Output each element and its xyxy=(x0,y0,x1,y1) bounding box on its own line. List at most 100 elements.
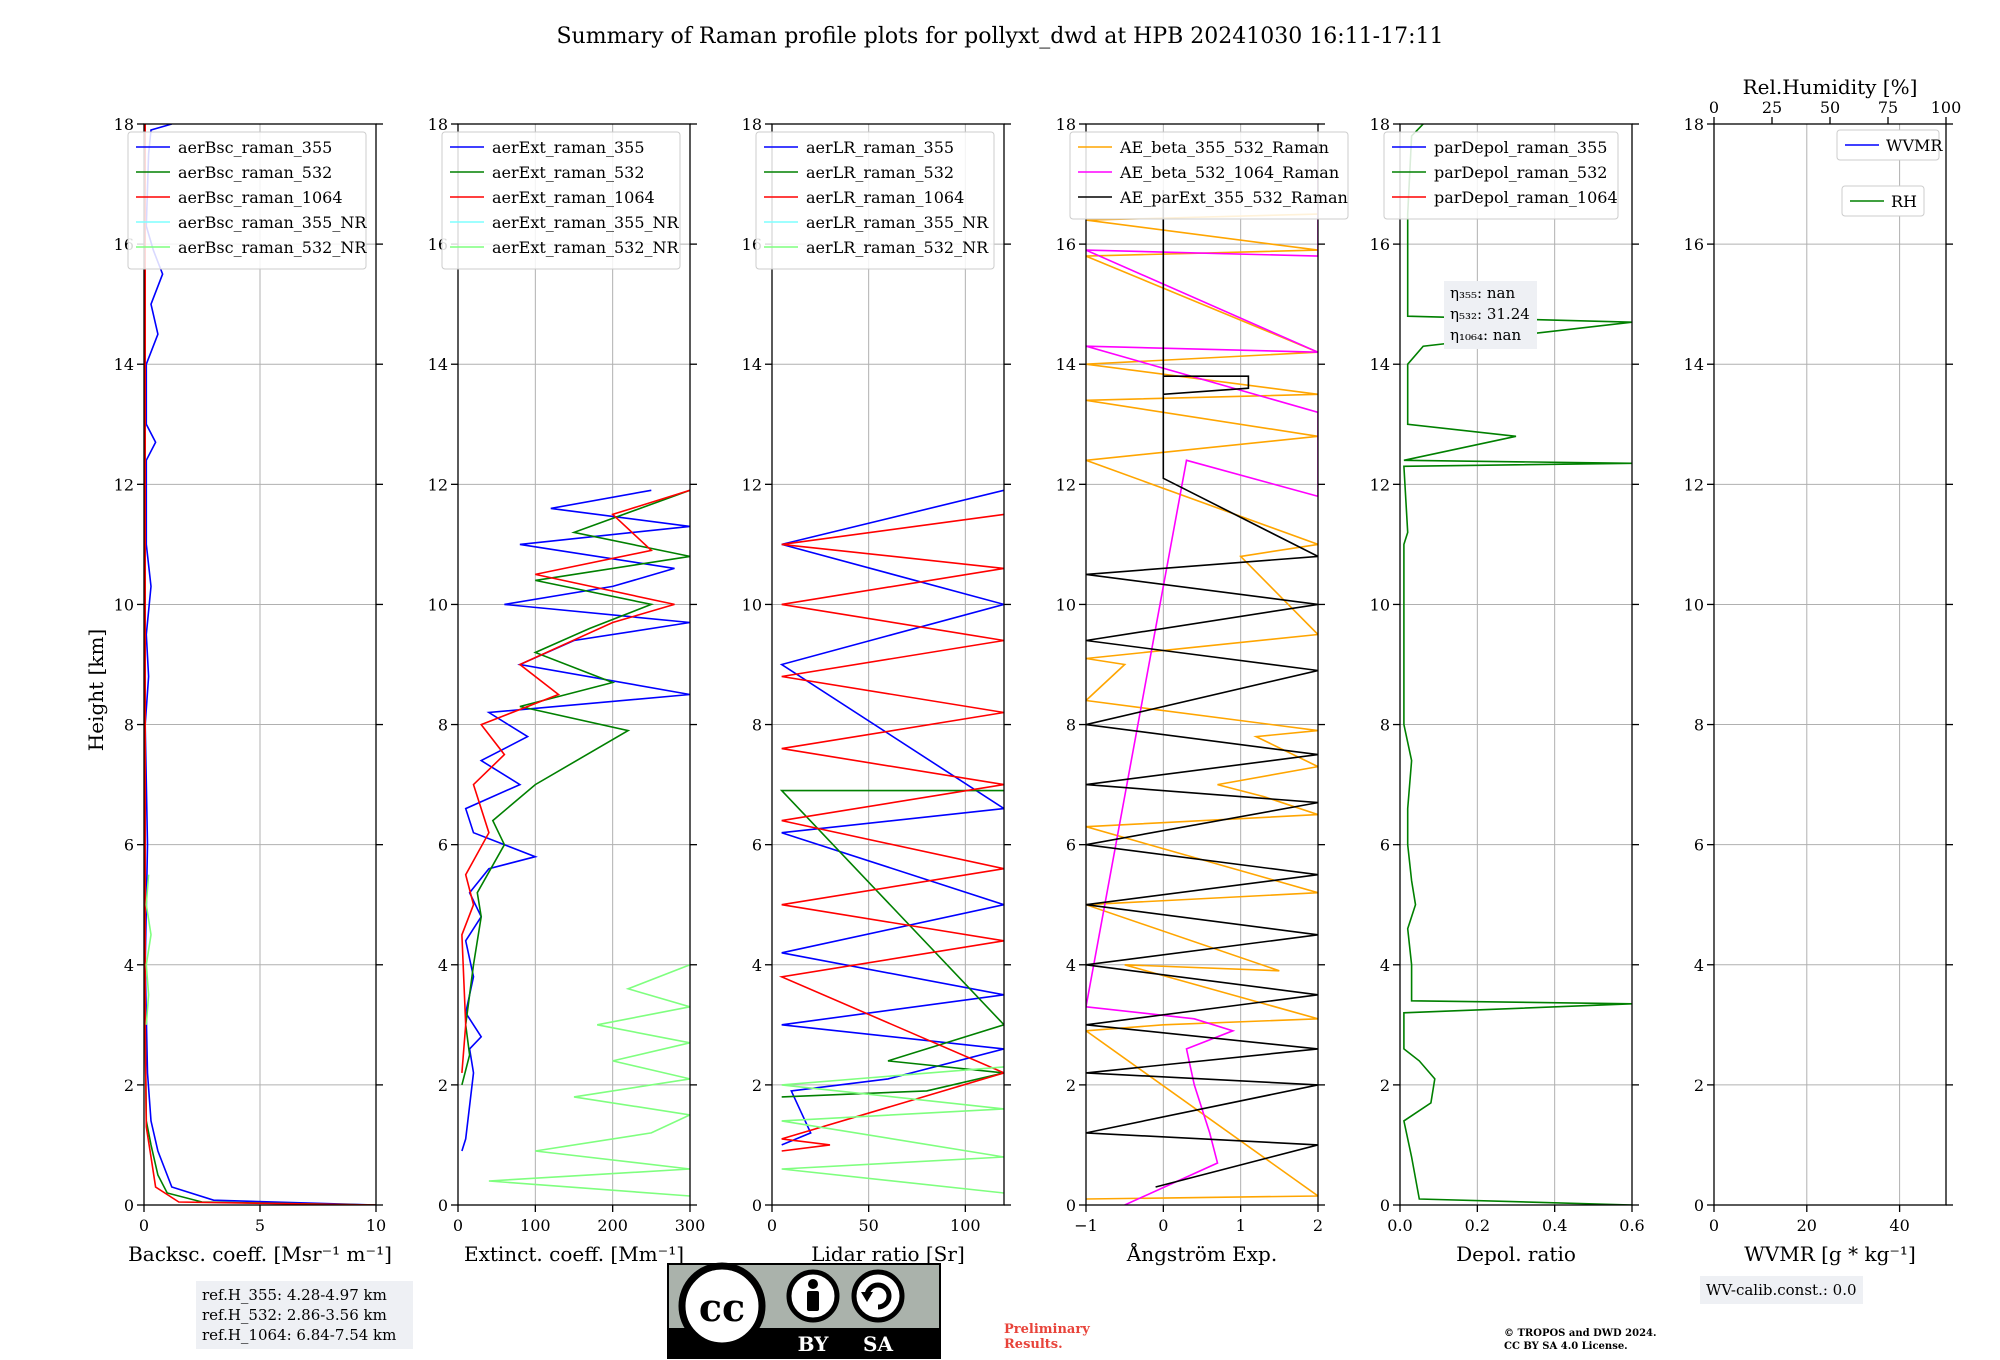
x-tick-label: 0.6 xyxy=(1619,1216,1644,1235)
y-tick-label: 6 xyxy=(124,836,134,855)
x-tick-label: −1 xyxy=(1074,1216,1098,1235)
y-tick-label: 2 xyxy=(1380,1076,1390,1095)
y-tick-label: 10 xyxy=(1684,595,1704,614)
series-aerExt_raman_355 xyxy=(461,489,690,1152)
legend-label: aerLR_raman_355 xyxy=(806,138,954,157)
y-tick-label: 18 xyxy=(428,115,448,134)
y-tick-label: 0 xyxy=(752,1196,762,1215)
legend-label: parDepol_raman_1064 xyxy=(1434,188,1618,207)
y-tick-label: 18 xyxy=(742,115,762,134)
series-group xyxy=(144,124,376,1205)
series-aerBsc_raman_355 xyxy=(144,124,376,1205)
eta-label: η₃₅₅: nan xyxy=(1450,284,1515,302)
plot-frame xyxy=(1713,123,1947,1206)
y-tick-label: 0 xyxy=(438,1196,448,1215)
y-tick-label: 6 xyxy=(1066,836,1076,855)
legend-frame xyxy=(1069,131,1349,220)
legend-frame xyxy=(755,131,995,270)
y-tick-label: 8 xyxy=(1380,716,1390,735)
legend-label: aerExt_raman_355_NR xyxy=(492,213,680,232)
y-tick-label: 14 xyxy=(742,355,762,374)
y-tick-label: 8 xyxy=(438,716,448,735)
y-tick-label: 2 xyxy=(1694,1076,1704,1095)
x-tick-label: 0.2 xyxy=(1465,1216,1490,1235)
legend-frame xyxy=(441,131,681,270)
copyright-note: © TROPOS and DWD 2024. CC BY SA 4.0 Lice… xyxy=(1504,1327,1656,1353)
x-axis-label: Backsc. coeff. [Msr⁻¹ m⁻¹] xyxy=(128,1242,392,1266)
series-group xyxy=(1403,124,1632,1205)
y-tick-label: 10 xyxy=(428,595,448,614)
y-tick-label: 4 xyxy=(1380,956,1390,975)
x-tick-label: 0 xyxy=(1709,1216,1719,1235)
series-aerLR_raman_355 xyxy=(779,489,1004,1146)
series-aerLR_raman_532 xyxy=(779,789,1004,1098)
x-axis-label: Extinct. coeff. [Mm⁻¹] xyxy=(464,1242,684,1266)
series-aerExt_raman_532 xyxy=(461,489,690,1086)
y-tick-label: 10 xyxy=(114,595,134,614)
x-tick-label: 2 xyxy=(1313,1216,1323,1235)
legend: aerExt_raman_355 aerExt_raman_532 aerExt_r… xyxy=(441,131,681,270)
eta-box-bg xyxy=(1444,281,1537,349)
y-tick-label: 0 xyxy=(1380,1196,1390,1215)
series-aerBsc_raman_1064 xyxy=(144,124,376,1205)
y-tick-label: 4 xyxy=(1694,956,1704,975)
legend-label: aerBsc_raman_355 xyxy=(178,138,332,157)
legend-label: aerLR_raman_1064 xyxy=(806,188,964,207)
y-tick-label: 14 xyxy=(1684,355,1704,374)
plot-frame xyxy=(1399,123,1633,1206)
y-tick-label: 2 xyxy=(752,1076,762,1095)
legend-label: RH xyxy=(1891,192,1917,211)
refh-355: ref.H_355: 4.28-4.97 km xyxy=(202,1286,387,1304)
y-tick-label: 12 xyxy=(1056,475,1076,494)
series-aerLR_raman_1064 xyxy=(778,513,1004,1152)
top-tick-label: 100 xyxy=(1931,98,1962,117)
legend-label: aerExt_raman_532 xyxy=(492,163,645,182)
y-tick-label: 0 xyxy=(1066,1196,1076,1215)
series-group xyxy=(461,489,690,1197)
y-tick-label: 14 xyxy=(1056,355,1076,374)
legend-label: aerBsc_raman_1064 xyxy=(178,188,343,207)
legend-label: aerLR_raman_532 xyxy=(806,163,954,182)
legend: RH xyxy=(1841,185,1925,217)
x-tick-label: 40 xyxy=(1889,1216,1909,1235)
legend-frame xyxy=(1383,131,1619,220)
by-text: BY xyxy=(798,1332,830,1356)
legend-label: parDepol_raman_532 xyxy=(1434,163,1607,182)
legend: parDepol_raman_355 parDepol_raman_532 parD… xyxy=(1383,131,1619,220)
x-axis-label: Lidar ratio [Sr] xyxy=(811,1242,965,1266)
legend-frame xyxy=(1836,129,1940,161)
legend-label: aerBsc_raman_532_NR xyxy=(178,238,367,257)
plot-frame xyxy=(1085,123,1319,1206)
y-tick-label: 8 xyxy=(124,716,134,735)
y-tick-label: 4 xyxy=(752,956,762,975)
series-AE_parExt_355_532_Raman xyxy=(1086,190,1318,1188)
cc-icon xyxy=(678,1262,766,1350)
x-tick-label: 300 xyxy=(675,1216,706,1235)
y-tick-label: 10 xyxy=(1056,595,1076,614)
eta-box: η₃₅₅: nan η₅₃₂: 31.24 η₁₀₆₄: nan xyxy=(1444,281,1537,349)
y-tick-label: 6 xyxy=(438,836,448,855)
y-tick-label: 16 xyxy=(1056,235,1076,254)
x-tick-label: 100 xyxy=(950,1216,981,1235)
legend-label: aerLR_raman_355_NR xyxy=(806,213,989,232)
y-tick-label: 12 xyxy=(1684,475,1704,494)
top-tick-label: 75 xyxy=(1878,98,1898,117)
series-group xyxy=(778,489,1004,1194)
x-tick-label: 0 xyxy=(767,1216,777,1235)
y-tick-label: 2 xyxy=(124,1076,134,1095)
legend: AE_beta_355_532_Raman AE_beta_532_1064_Ra… xyxy=(1069,131,1349,220)
legend-label: aerExt_raman_355 xyxy=(492,138,645,157)
x-tick-label: 0.0 xyxy=(1387,1216,1412,1235)
x-tick-label: 5 xyxy=(255,1216,265,1235)
x-tick-label: 10 xyxy=(366,1216,386,1235)
x-tick-label: 1 xyxy=(1236,1216,1246,1235)
series-aerLR_raman_532_NR xyxy=(781,1066,1004,1194)
legend: aerLR_raman_355 aerLR_raman_532 aerLR_rama… xyxy=(755,131,995,270)
x-tick-label: 20 xyxy=(1797,1216,1817,1235)
series-aerExt_raman_532_NR xyxy=(488,964,690,1197)
y-tick-label: 18 xyxy=(1056,115,1076,134)
sa-text: SA xyxy=(863,1332,893,1356)
top-tick-label: 50 xyxy=(1820,98,1840,117)
